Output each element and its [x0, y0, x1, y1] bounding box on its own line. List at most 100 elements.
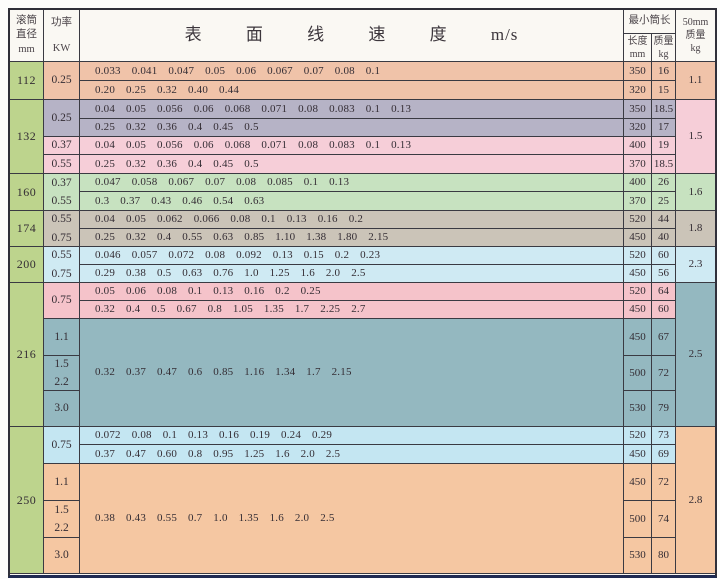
- speed-row: 0.046 0.057 0.072 0.08 0.092 0.13 0.15 0…: [80, 247, 624, 265]
- mass-50mm-cell: 2.3: [676, 247, 715, 283]
- diameter-cell: 174: [10, 211, 44, 247]
- mass-cell: 74: [652, 501, 676, 538]
- length-cell: 500: [624, 501, 652, 538]
- header-surface-speed-title: 表 面 线 速 度 m/s: [80, 10, 624, 62]
- diameter-cell: 200: [10, 247, 44, 283]
- mass-cell: 72: [652, 464, 676, 501]
- mass-cell: 26: [652, 174, 676, 192]
- length-cell: 520: [624, 211, 652, 229]
- speed-row: 0.3 0.37 0.43 0.46 0.54 0.63: [80, 192, 624, 211]
- mass-cell: 16: [652, 62, 676, 81]
- length-cell: 450: [624, 445, 652, 464]
- mass-cell: 18.5: [652, 100, 676, 119]
- power-cell: 1.5 2.2: [44, 501, 80, 538]
- header-power: 功率 KW: [44, 10, 80, 62]
- speed-row: 0.072 0.08 0.1 0.13 0.16 0.19 0.24 0.29: [80, 427, 624, 445]
- speed-cell: 0.38 0.43 0.55 0.7 1.0 1.35 1.6 2.0 2.5: [80, 464, 624, 574]
- mass-cell: 18.5: [652, 155, 676, 174]
- power-cell: 1.1: [44, 319, 80, 356]
- length-cell: 450: [624, 265, 652, 283]
- mass-cell: 64: [652, 283, 676, 301]
- power-cell: 0.37: [44, 137, 80, 155]
- speed-row: 0.04 0.05 0.062 0.066 0.08 0.1 0.13 0.16…: [80, 211, 624, 229]
- speed-row: 0.047 0.058 0.067 0.07 0.08 0.085 0.1 0.…: [80, 174, 624, 192]
- mass-cell: 73: [652, 427, 676, 445]
- length-cell: 320: [624, 119, 652, 137]
- speed-row: 0.20 0.25 0.32 0.40 0.44: [80, 81, 624, 100]
- diameter-cell: 216: [10, 283, 44, 427]
- mass-50mm-cell: 2.8: [676, 427, 715, 574]
- length-cell: 450: [624, 464, 652, 501]
- header-length-sub: 长度 mm: [624, 34, 652, 62]
- diameter-cell: 112: [10, 62, 44, 100]
- power-cell: 0.75: [44, 427, 80, 464]
- mass-50mm-cell: 2.5: [676, 283, 715, 427]
- mass-cell: 80: [652, 538, 676, 574]
- mass-cell: 25: [652, 192, 676, 211]
- mass-50mm-cell: 1.1: [676, 62, 715, 100]
- speed-row: 0.04 0.05 0.056 0.06 0.068 0.071 0.08 0.…: [80, 137, 624, 155]
- mass-cell: 67: [652, 319, 676, 356]
- speed-row: 0.033 0.041 0.047 0.05 0.06 0.067 0.07 0…: [80, 62, 624, 81]
- speed-row: 0.29 0.38 0.5 0.63 0.76 1.0 1.25 1.6 2.0…: [80, 265, 624, 283]
- mass-50mm-cell: 1.5: [676, 100, 715, 174]
- power-cell: 3.0: [44, 538, 80, 574]
- speed-row: 0.32 0.4 0.5 0.67 0.8 1.05 1.35 1.7 2.25…: [80, 301, 624, 319]
- mass-cell: 15: [652, 81, 676, 100]
- length-cell: 520: [624, 283, 652, 301]
- power-cell: 0.37 0.55: [44, 174, 80, 211]
- speed-row: 0.25 0.32 0.36 0.4 0.45 0.5: [80, 155, 624, 174]
- mass-cell: 44: [652, 211, 676, 229]
- header-50mm-mass: 50mm 质量 kg: [676, 10, 715, 62]
- mass-cell: 40: [652, 229, 676, 247]
- power-cell: 0.75: [44, 283, 80, 319]
- length-cell: 370: [624, 192, 652, 211]
- diameter-cell: 132: [10, 100, 44, 174]
- header-mass-sub: 质量 kg: [652, 34, 676, 62]
- mass-cell: 17: [652, 119, 676, 137]
- length-cell: 350: [624, 100, 652, 119]
- speed-row: 0.05 0.06 0.08 0.1 0.13 0.16 0.2 0.25: [80, 283, 624, 301]
- speed-row: 0.25 0.32 0.4 0.55 0.63 0.85 1.10 1.38 1…: [80, 229, 624, 247]
- mass-cell: 56: [652, 265, 676, 283]
- mass-cell: 72: [652, 356, 676, 391]
- length-cell: 370: [624, 155, 652, 174]
- power-cell: 0.25: [44, 62, 80, 100]
- speed-row: 0.37 0.47 0.60 0.8 0.95 1.25 1.6 2.0 2.5: [80, 445, 624, 464]
- mass-50mm-cell: 1.6: [676, 174, 715, 211]
- mass-cell: 60: [652, 301, 676, 319]
- diameter-cell: 250: [10, 427, 44, 574]
- length-cell: 400: [624, 137, 652, 155]
- mass-cell: 60: [652, 247, 676, 265]
- length-cell: 450: [624, 301, 652, 319]
- power-cell: 0.55 0.75: [44, 247, 80, 283]
- diameter-cell: 160: [10, 174, 44, 211]
- mass-cell: 79: [652, 391, 676, 427]
- power-cell: 1.1: [44, 464, 80, 501]
- power-cell: 3.0: [44, 391, 80, 427]
- length-cell: 500: [624, 356, 652, 391]
- speed-table: 滚筒 直径 mm 功率 KW 表 面 线 速 度 m/s 最小筒长 长度 mm …: [8, 8, 717, 578]
- length-cell: 350: [624, 62, 652, 81]
- power-cell: 0.55: [44, 155, 80, 174]
- length-cell: 520: [624, 247, 652, 265]
- mass-cell: 69: [652, 445, 676, 464]
- power-cell: 1.5 2.2: [44, 356, 80, 391]
- mass-cell: 19: [652, 137, 676, 155]
- length-cell: 400: [624, 174, 652, 192]
- length-cell: 530: [624, 538, 652, 574]
- mass-50mm-cell: 1.8: [676, 211, 715, 247]
- power-cell: 0.55 0.75: [44, 211, 80, 247]
- length-cell: 450: [624, 229, 652, 247]
- speed-cell: 0.32 0.37 0.47 0.6 0.85 1.16 1.34 1.7 2.…: [80, 319, 624, 427]
- length-cell: 530: [624, 391, 652, 427]
- header-min-drum-length: 最小筒长: [624, 10, 676, 34]
- length-cell: 450: [624, 319, 652, 356]
- speed-row: 0.04 0.05 0.056 0.06 0.068 0.071 0.08 0.…: [80, 100, 624, 119]
- header-drum-diameter: 滚筒 直径 mm: [10, 10, 44, 62]
- length-cell: 520: [624, 427, 652, 445]
- length-cell: 320: [624, 81, 652, 100]
- power-cell: 0.25: [44, 100, 80, 137]
- speed-row: 0.25 0.32 0.36 0.4 0.45 0.5: [80, 119, 624, 137]
